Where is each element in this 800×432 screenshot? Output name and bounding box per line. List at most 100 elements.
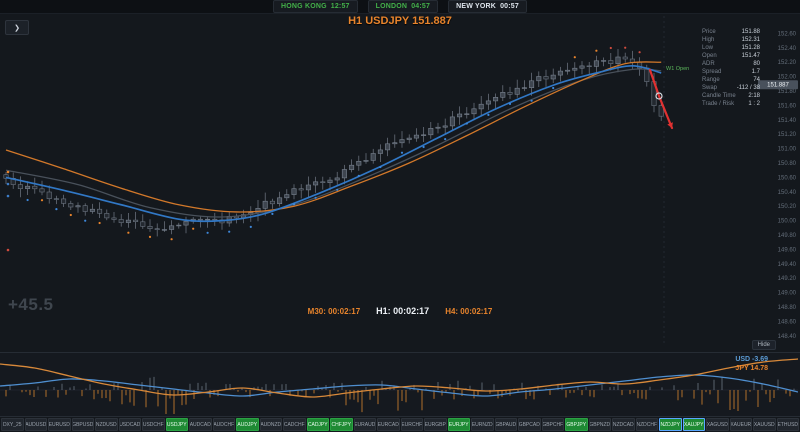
symbol-button-eurnzd[interactable]: EURNZD	[471, 418, 494, 431]
symbol-button-usdjpy[interactable]: USDJPY	[165, 418, 188, 431]
svg-text:151.20: 151.20	[778, 132, 797, 138]
info-row: Trade / Risk 1 : 2	[702, 100, 760, 108]
symbol-button-nzdchf[interactable]: NZDCHF	[635, 418, 658, 431]
svg-text:W1 Open: W1 Open	[666, 66, 689, 72]
symbol-button-eurchf[interactable]: EURCHF	[400, 418, 423, 431]
symbol-button-eurusd[interactable]: EURUSD	[48, 418, 71, 431]
market-info-panel: Price 151.88 High 152.31 Low 151.28 Open 151.47…	[702, 28, 760, 108]
info-row: Low 151.28	[702, 44, 760, 52]
info-label: Open	[702, 53, 717, 59]
svg-text:151.40: 151.40	[778, 118, 797, 124]
symbol-button-audusd[interactable]: AUDUSD	[24, 418, 47, 431]
info-row: ADR 80	[702, 60, 760, 68]
svg-text:150.20: 150.20	[778, 204, 797, 210]
svg-text:149.20: 149.20	[778, 276, 797, 282]
svg-text:151.60: 151.60	[778, 103, 797, 109]
symbol-strip: DXY_25 AUDUSD EURUSD GBPUSD NZDUSD USDCAD USDC…	[1, 418, 799, 431]
svg-text:149.60: 149.60	[778, 247, 797, 253]
symbol-button-usdchf[interactable]: USDCHF	[142, 418, 165, 431]
symbol-button-xagusd[interactable]: XAGUSD	[706, 418, 729, 431]
symbol-button-gbpaud[interactable]: GBPAUD	[494, 418, 517, 431]
svg-text:150.60: 150.60	[778, 175, 797, 181]
symbol-button-audjpy[interactable]: AUDJPY	[236, 418, 259, 431]
svg-text:152.40: 152.40	[778, 46, 797, 52]
info-value: 152.31	[741, 37, 760, 43]
adr-progress-value: +45.5	[8, 295, 54, 314]
info-value: 151.47	[741, 53, 760, 59]
symbol-button-xaujpy[interactable]: XAUJPY	[682, 418, 705, 431]
session-time: 04:57	[411, 3, 431, 10]
info-label: ADR	[702, 61, 715, 67]
session-name: LONDON	[375, 3, 408, 10]
symbol-button-nzdcad[interactable]: NZDCAD	[612, 418, 635, 431]
info-label: High	[702, 37, 715, 43]
symbol-button-eurgbp[interactable]: EURGBP	[424, 418, 447, 431]
timer-h1: H1: 00:02:17	[376, 306, 430, 316]
info-value: 2:18	[748, 93, 760, 99]
info-label: Range	[702, 77, 720, 83]
symbol-button-gbpchf[interactable]: GBPCHF	[541, 418, 564, 431]
svg-text:151.887: 151.887	[767, 83, 789, 89]
info-row: Candle Time 2:18	[702, 92, 760, 100]
session-clock: LONDON 04:57	[367, 0, 439, 13]
timer-h4: H4: 00:02:17	[445, 307, 493, 316]
session-name: HONG KONG	[281, 3, 327, 10]
candle-close-timers: M30: 00:02:17 H1: 00:02:17 H4: 00:02:17	[0, 306, 800, 316]
svg-text:152.60: 152.60	[778, 31, 797, 37]
svg-text:152.00: 152.00	[778, 75, 797, 81]
symbol-button-gbpcad[interactable]: GBPCAD	[518, 418, 541, 431]
svg-text:150.00: 150.00	[778, 219, 797, 225]
info-label: Trade / Risk	[702, 101, 735, 107]
symbol-button-eurcad[interactable]: EURCAD	[377, 418, 400, 431]
symbol-button-audnzd[interactable]: AUDNZD	[259, 418, 282, 431]
symbol-button-audchf[interactable]: AUDCHF	[212, 418, 235, 431]
symbol-button-eurjpy[interactable]: EURJPY	[447, 418, 470, 431]
info-row: Price 151.88	[702, 28, 760, 36]
strength-readout: USD -3.69 JPY 14.78	[735, 355, 768, 373]
timer-m30: M30: 00:02:17	[307, 307, 361, 316]
svg-text:149.40: 149.40	[778, 262, 797, 268]
info-row: Open 151.47	[702, 52, 760, 60]
symbol-button-audcad[interactable]: AUDCAD	[189, 418, 212, 431]
info-label: Low	[702, 45, 714, 51]
symbol-button-xaueur[interactable]: XAUEUR	[729, 418, 752, 431]
hide-button[interactable]: Hide	[751, 340, 776, 350]
symbol-button-nzdjpy[interactable]: NZDJPY	[659, 418, 682, 431]
svg-text:149.80: 149.80	[778, 233, 797, 239]
symbol-button-xauusd[interactable]: XAUUSD	[753, 418, 776, 431]
session-clock: HONG KONG 12:57	[273, 0, 358, 13]
strength-indicator-panel	[0, 352, 800, 418]
symbol-button-nzdusd[interactable]: NZDUSD	[95, 418, 118, 431]
session-time: 12:57	[330, 3, 350, 10]
symbol-button-cadjpy[interactable]: CADJPY	[306, 418, 329, 431]
session-clock-bar: HONG KONG 12:57 LONDON 04:57 NEW YORK 00:57	[0, 0, 800, 14]
info-row: Swap -112 / 38	[702, 84, 760, 92]
candlestick-chart[interactable]: 152.60 152.40 152.20 152.00 151.80 151.60 151.…	[0, 13, 800, 352]
svg-text:150.40: 150.40	[778, 190, 797, 196]
chart-title: H1 USDJPY 151.887	[348, 15, 452, 27]
info-value: 1 : 2	[748, 101, 760, 107]
info-label: Candle Time	[702, 93, 736, 99]
svg-text:151.00: 151.00	[778, 147, 797, 153]
symbol-button-ethusd[interactable]: ETHUSD	[776, 418, 799, 431]
symbol-button-usdcad[interactable]: USDCAD	[118, 418, 141, 431]
symbol-button-gbpusd[interactable]: GBPUSD	[71, 418, 94, 431]
chevron-right-icon: ❯	[14, 24, 20, 32]
strength-indicator-chart[interactable]	[0, 353, 799, 418]
session-time: 00:57	[500, 3, 519, 10]
info-value: 74	[753, 77, 760, 83]
info-row: Spread 1.7	[702, 68, 760, 76]
info-value: -112 / 38	[736, 85, 760, 91]
symbol-button-euraud[interactable]: EURAUD	[353, 418, 376, 431]
symbol-button-gbpnzd[interactable]: GBPNZD	[588, 418, 611, 431]
svg-text:152.20: 152.20	[778, 60, 797, 66]
info-row: High 152.31	[702, 36, 760, 44]
symbol-button-gbpjpy[interactable]: GBPJPY	[565, 418, 588, 431]
symbol-button-cadchf[interactable]: CADCHF	[283, 418, 306, 431]
svg-text:148.80: 148.80	[778, 305, 797, 311]
panel-toggle-button[interactable]: ❯	[5, 20, 29, 35]
symbol-button-dxy_25[interactable]: DXY_25	[1, 418, 24, 431]
symbol-button-chfjpy[interactable]: CHFJPY	[330, 418, 353, 431]
info-value: 80	[753, 61, 760, 67]
